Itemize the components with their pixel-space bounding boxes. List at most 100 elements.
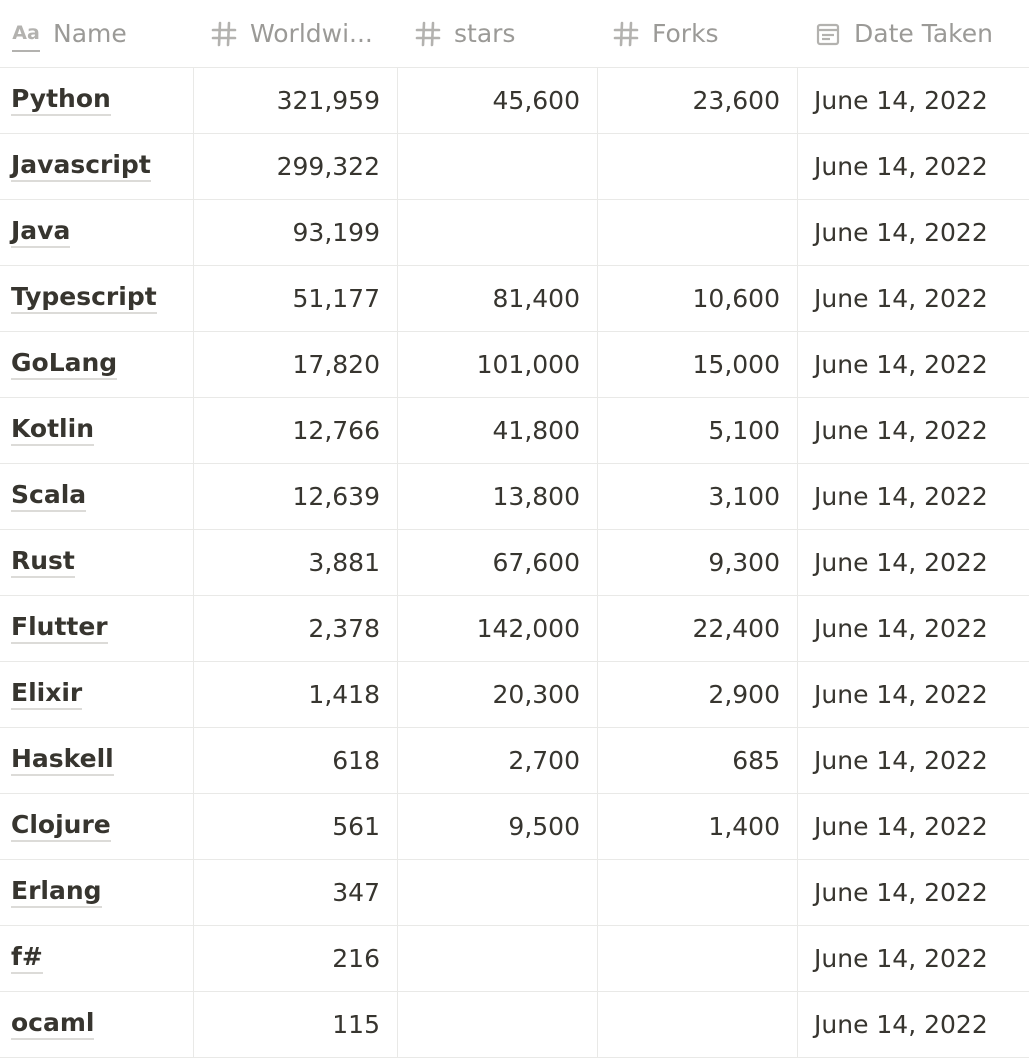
row-name-link[interactable]: Javascript xyxy=(11,150,151,183)
cell-name[interactable]: Typescript xyxy=(0,266,194,331)
cell-name[interactable]: Javascript xyxy=(0,134,194,199)
cell-name[interactable]: Kotlin xyxy=(0,398,194,463)
cell-name[interactable]: Flutter xyxy=(0,596,194,661)
cell-forks[interactable]: 23,600 xyxy=(598,68,798,133)
cell-worldwide[interactable]: 17,820 xyxy=(194,332,398,397)
cell-stars[interactable]: 13,800 xyxy=(398,464,598,529)
row-name-link[interactable]: Rust xyxy=(11,546,75,579)
table-row[interactable]: Kotlin 12,766 41,800 5,100 June 14, 2022 xyxy=(0,398,1029,464)
cell-worldwide[interactable]: 12,766 xyxy=(194,398,398,463)
row-name-link[interactable]: GoLang xyxy=(11,348,118,381)
cell-name[interactable]: Elixir xyxy=(0,662,194,727)
cell-stars[interactable]: 9,500 xyxy=(398,794,598,859)
row-name-link[interactable]: f# xyxy=(11,942,43,975)
cell-date[interactable]: June 14, 2022 xyxy=(798,200,1029,265)
cell-name[interactable]: Python xyxy=(0,68,194,133)
cell-name[interactable]: Clojure xyxy=(0,794,194,859)
cell-worldwide[interactable]: 12,639 xyxy=(194,464,398,529)
cell-name[interactable]: ocaml xyxy=(0,992,194,1057)
cell-worldwide[interactable]: 321,959 xyxy=(194,68,398,133)
cell-date[interactable]: June 14, 2022 xyxy=(798,860,1029,925)
cell-forks[interactable]: 1,400 xyxy=(598,794,798,859)
cell-worldwide[interactable]: 618 xyxy=(194,728,398,793)
cell-name[interactable]: GoLang xyxy=(0,332,194,397)
table-row[interactable]: f# 216 June 14, 2022 xyxy=(0,926,1029,992)
cell-stars[interactable] xyxy=(398,926,598,991)
cell-date[interactable]: June 14, 2022 xyxy=(798,530,1029,595)
cell-stars[interactable] xyxy=(398,860,598,925)
column-header-worldwide[interactable]: Worldwi... xyxy=(194,0,398,67)
cell-stars[interactable]: 67,600 xyxy=(398,530,598,595)
table-row[interactable]: Clojure 561 9,500 1,400 June 14, 2022 xyxy=(0,794,1029,860)
cell-stars[interactable]: 41,800 xyxy=(398,398,598,463)
cell-date[interactable]: June 14, 2022 xyxy=(798,266,1029,331)
table-row[interactable]: Elixir 1,418 20,300 2,900 June 14, 2022 xyxy=(0,662,1029,728)
table-row[interactable]: Javascript 299,322 June 14, 2022 xyxy=(0,134,1029,200)
cell-forks[interactable]: 9,300 xyxy=(598,530,798,595)
table-row[interactable]: GoLang 17,820 101,000 15,000 June 14, 2022 xyxy=(0,332,1029,398)
cell-worldwide[interactable]: 51,177 xyxy=(194,266,398,331)
cell-forks[interactable]: 22,400 xyxy=(598,596,798,661)
cell-worldwide[interactable]: 2,378 xyxy=(194,596,398,661)
cell-name[interactable]: Rust xyxy=(0,530,194,595)
cell-stars[interactable] xyxy=(398,992,598,1057)
cell-name[interactable]: Scala xyxy=(0,464,194,529)
table-row[interactable]: Erlang 347 June 14, 2022 xyxy=(0,860,1029,926)
table-row[interactable]: Flutter 2,378 142,000 22,400 June 14, 2022 xyxy=(0,596,1029,662)
row-name-link[interactable]: Java xyxy=(11,216,71,249)
cell-name[interactable]: Erlang xyxy=(0,860,194,925)
column-header-stars[interactable]: stars xyxy=(398,0,598,67)
cell-forks[interactable]: 685 xyxy=(598,728,798,793)
cell-worldwide[interactable]: 561 xyxy=(194,794,398,859)
cell-stars[interactable]: 101,000 xyxy=(398,332,598,397)
cell-stars[interactable]: 2,700 xyxy=(398,728,598,793)
table-row[interactable]: Scala 12,639 13,800 3,100 June 14, 2022 xyxy=(0,464,1029,530)
table-row[interactable]: Typescript 51,177 81,400 10,600 June 14, 202… xyxy=(0,266,1029,332)
cell-date[interactable]: June 14, 2022 xyxy=(798,926,1029,991)
column-header-name[interactable]: Aa Name xyxy=(0,0,194,67)
row-name-link[interactable]: Python xyxy=(11,84,111,117)
cell-name[interactable]: f# xyxy=(0,926,194,991)
cell-name[interactable]: Haskell xyxy=(0,728,194,793)
cell-date[interactable]: June 14, 2022 xyxy=(798,662,1029,727)
cell-date[interactable]: June 14, 2022 xyxy=(798,134,1029,199)
row-name-link[interactable]: Elixir xyxy=(11,678,83,711)
cell-date[interactable]: June 14, 2022 xyxy=(798,398,1029,463)
cell-forks[interactable] xyxy=(598,992,798,1057)
cell-worldwide[interactable]: 3,881 xyxy=(194,530,398,595)
row-name-link[interactable]: Erlang xyxy=(11,876,102,909)
cell-forks[interactable] xyxy=(598,200,798,265)
cell-forks[interactable]: 3,100 xyxy=(598,464,798,529)
row-name-link[interactable]: ocaml xyxy=(11,1008,95,1041)
cell-date[interactable]: June 14, 2022 xyxy=(798,68,1029,133)
cell-forks[interactable]: 10,600 xyxy=(598,266,798,331)
cell-date[interactable]: June 14, 2022 xyxy=(798,332,1029,397)
cell-date[interactable]: June 14, 2022 xyxy=(798,992,1029,1057)
row-name-link[interactable]: Scala xyxy=(11,480,87,513)
row-name-link[interactable]: Haskell xyxy=(11,744,114,777)
row-name-link[interactable]: Typescript xyxy=(11,282,157,315)
table-row[interactable]: ocaml 115 June 14, 2022 xyxy=(0,992,1029,1058)
cell-worldwide[interactable]: 1,418 xyxy=(194,662,398,727)
cell-stars[interactable]: 45,600 xyxy=(398,68,598,133)
table-row[interactable]: Rust 3,881 67,600 9,300 June 14, 2022 xyxy=(0,530,1029,596)
cell-date[interactable]: June 14, 2022 xyxy=(798,794,1029,859)
cell-stars[interactable] xyxy=(398,134,598,199)
cell-worldwide[interactable]: 216 xyxy=(194,926,398,991)
cell-forks[interactable]: 2,900 xyxy=(598,662,798,727)
row-name-link[interactable]: Kotlin xyxy=(11,414,94,447)
cell-worldwide[interactable]: 347 xyxy=(194,860,398,925)
cell-forks[interactable]: 15,000 xyxy=(598,332,798,397)
table-row[interactable]: Python 321,959 45,600 23,600 June 14, 2022 xyxy=(0,68,1029,134)
cell-forks[interactable]: 5,100 xyxy=(598,398,798,463)
cell-stars[interactable]: 81,400 xyxy=(398,266,598,331)
cell-name[interactable]: Java xyxy=(0,200,194,265)
cell-date[interactable]: June 14, 2022 xyxy=(798,728,1029,793)
cell-worldwide[interactable]: 93,199 xyxy=(194,200,398,265)
row-name-link[interactable]: Clojure xyxy=(11,810,111,843)
column-header-forks[interactable]: Forks xyxy=(598,0,798,67)
cell-stars[interactable]: 142,000 xyxy=(398,596,598,661)
table-row[interactable]: Haskell 618 2,700 685 June 14, 2022 xyxy=(0,728,1029,794)
row-name-link[interactable]: Flutter xyxy=(11,612,108,645)
cell-stars[interactable] xyxy=(398,200,598,265)
